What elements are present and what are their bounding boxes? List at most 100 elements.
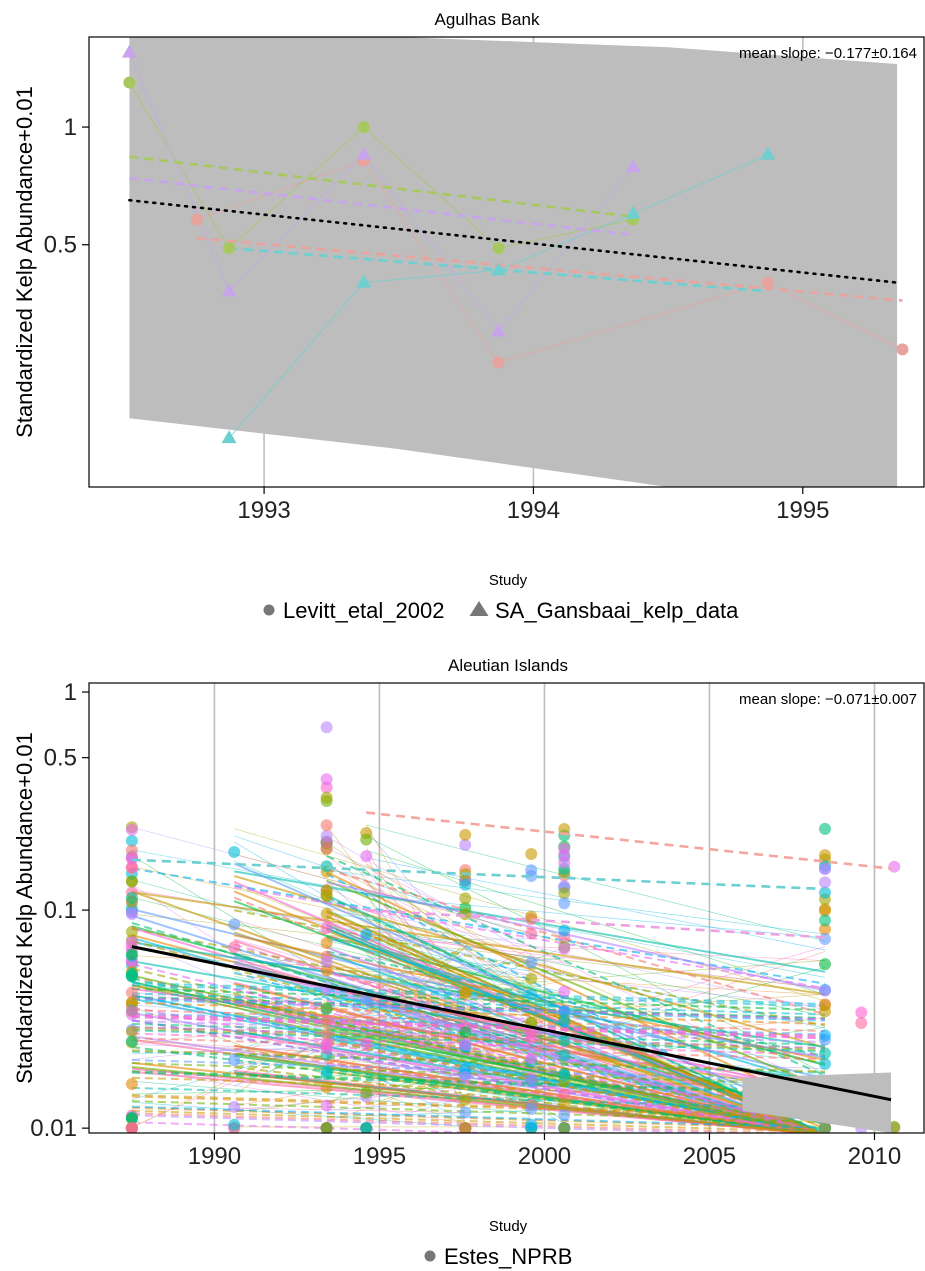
- site-line: [234, 963, 532, 982]
- x-tick-label: 2005: [683, 1143, 736, 1170]
- site-trend-line: [326, 929, 823, 1133]
- data-point-circle: [459, 908, 472, 921]
- x-axis-ticks: 1990 1995 2000 2005 2010: [188, 1133, 901, 1170]
- data-point-circle: [360, 1086, 373, 1099]
- data-point-circle: [818, 914, 831, 927]
- data-point-circle: [558, 848, 571, 861]
- site-line: [326, 912, 466, 936]
- data-point-circle: [525, 956, 538, 969]
- highlighted-trend-line: [131, 858, 826, 891]
- site-trend-line: [131, 1022, 826, 1046]
- data-point-circle: [320, 907, 333, 920]
- data-point-circle: [125, 1122, 138, 1133]
- data-point-circle: [818, 902, 831, 915]
- confidence-band: [742, 1072, 891, 1133]
- data-point-circle: [525, 1103, 538, 1116]
- site-line: [326, 847, 826, 1090]
- data-point-circle: [360, 1037, 373, 1050]
- data-point-circle: [818, 1057, 831, 1070]
- site-trend-line: [131, 1008, 826, 1033]
- data-point-circle: [125, 936, 138, 949]
- confidence-band-area: [129, 37, 898, 487]
- site-line: [131, 913, 826, 989]
- data-point-circle: [125, 986, 138, 999]
- data-point-circle: [459, 878, 472, 891]
- site-trend-line: [131, 927, 822, 1133]
- data-point-circle: [896, 343, 909, 356]
- data-point-triangle: [490, 262, 506, 276]
- site-trend-line: [326, 894, 824, 1133]
- y-axis-label: Standardized Kelp Abundance+0.01: [12, 732, 37, 1084]
- data-point-circle: [558, 1108, 571, 1121]
- site-trend-line: [131, 1112, 808, 1133]
- overall-trend-line: [131, 945, 892, 1102]
- data-point-triangle: [625, 205, 641, 219]
- plot-frame: [88, 36, 925, 488]
- legend-label: SA_Gansbaai_kelp_data: [495, 598, 739, 623]
- data-point-circle: [125, 948, 138, 961]
- site-trend-line: [131, 998, 826, 1022]
- data-point-circle: [525, 1052, 538, 1065]
- site-trend-line: [131, 1001, 826, 1026]
- data-point-circle: [818, 1122, 831, 1133]
- data-point-circle: [818, 849, 831, 862]
- data-point-circle: [223, 242, 236, 255]
- site-trend-line: [131, 1094, 826, 1118]
- y-tick-label: 0.1: [44, 897, 77, 924]
- y-tick-label: 0.01: [30, 1115, 77, 1142]
- data-point-circle: [525, 972, 538, 985]
- data-point-circle: [125, 891, 138, 904]
- data-point-circle: [558, 1069, 571, 1082]
- data-point-circle: [761, 276, 774, 289]
- data-point-circle: [459, 1071, 472, 1084]
- data-point-circle: [459, 838, 472, 851]
- site-trend-line: [131, 1012, 826, 1036]
- x-tick-label: 1995: [776, 497, 829, 524]
- data-point-circle: [459, 1093, 472, 1106]
- site-trend-line: [131, 984, 826, 1008]
- data-point-circle: [558, 887, 571, 900]
- data-point-circle: [320, 1122, 333, 1133]
- panel-agulhas-bank: Agulhas Bank 1993 1994 1995 0.51 Standardi…: [12, 10, 925, 623]
- data-point-circle: [125, 996, 138, 1009]
- data-point-circle: [888, 1120, 901, 1133]
- data-point-circle: [818, 1005, 831, 1018]
- data-point-circle: [888, 860, 901, 873]
- data-point-circle: [459, 892, 472, 905]
- x-gridlines: [263, 37, 804, 487]
- data-point-triangle: [121, 44, 137, 58]
- data-point-circle: [558, 1015, 571, 1028]
- data-point-circle: [125, 844, 138, 857]
- site-trend-line: [131, 1062, 826, 1086]
- data-point-circle: [360, 1122, 373, 1133]
- site-trend-line: [131, 981, 826, 1006]
- data-point-circle: [125, 1078, 138, 1091]
- y-axis-label: Standardized Kelp Abundance+0.01: [12, 86, 37, 438]
- data-point-triangle: [760, 146, 776, 160]
- data-point-circle: [320, 791, 333, 804]
- site-trend-line: [131, 1019, 826, 1044]
- site-trend-line: [326, 873, 824, 1133]
- series-trend-line: [129, 176, 634, 237]
- series-trend-line: [196, 236, 903, 302]
- trend-lines: [131, 811, 892, 1102]
- site-trend-line: [131, 1029, 826, 1053]
- data-point-triangle: [221, 283, 237, 297]
- data-point-circle: [459, 1038, 472, 1051]
- site-trend-line: [131, 1076, 826, 1100]
- data-point-circle: [320, 921, 333, 934]
- mean-slope-annotation: mean slope: −0.177±0.164: [739, 45, 917, 62]
- mean-slope-annotation: mean slope: −0.071±0.007: [739, 691, 917, 708]
- legend: Study Levitt_etal_2002 SA_Gansbaai_kelp_…: [263, 572, 739, 623]
- site-trend-line: [131, 1086, 826, 1110]
- data-point-circle: [558, 1097, 571, 1110]
- data-point-circle: [360, 928, 373, 941]
- legend-title: Study: [489, 572, 528, 589]
- data-point-circle: [320, 819, 333, 832]
- confidence-band-area: [742, 1072, 891, 1133]
- legend-label: Estes_NPRB: [444, 1244, 572, 1269]
- data-point-circle: [855, 1006, 868, 1019]
- data-point-circle: [558, 1122, 571, 1133]
- data-point-triangle: [356, 146, 372, 160]
